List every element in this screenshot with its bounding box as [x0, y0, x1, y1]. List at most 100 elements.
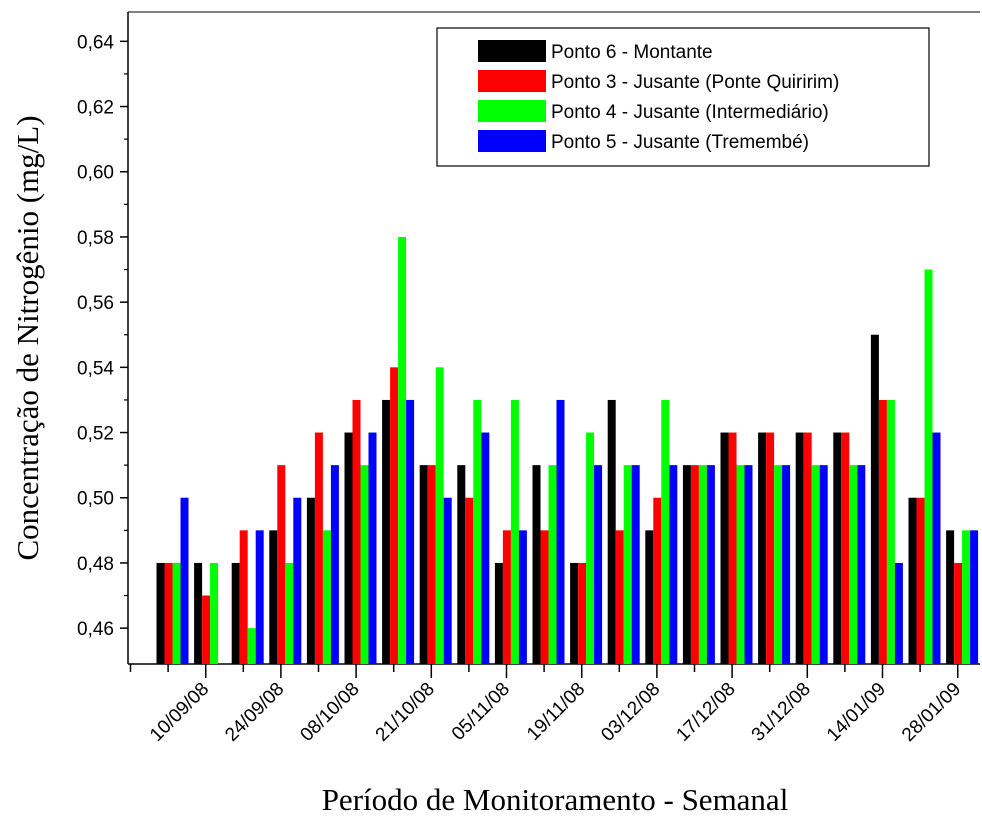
bar [820, 465, 828, 664]
y-tick-label: 0,58 [77, 228, 114, 249]
bar [707, 465, 715, 664]
legend-swatch [478, 130, 546, 152]
legend-swatch [478, 100, 546, 122]
y-tick-label: 0,60 [77, 163, 114, 184]
bar [420, 465, 428, 664]
bar [173, 563, 181, 664]
legend-swatch [478, 70, 546, 92]
bar [240, 530, 248, 664]
bar [879, 400, 887, 664]
bar [691, 465, 699, 664]
bar [519, 530, 527, 664]
y-tick-label: 0,56 [77, 293, 114, 314]
legend: Ponto 6 - Montante Ponto 3 - Jusante (Pon… [437, 28, 929, 166]
bar [933, 433, 941, 664]
bar [436, 367, 444, 664]
bar [345, 433, 353, 664]
bar [390, 367, 398, 664]
bar [586, 433, 594, 664]
bar [353, 400, 361, 664]
bar [406, 400, 414, 664]
x-tick-label: 08/10/08 [296, 679, 363, 746]
bar [804, 433, 812, 664]
bar [181, 498, 189, 664]
bar [608, 400, 616, 664]
bar [841, 433, 849, 664]
bars [157, 237, 979, 664]
bar [248, 628, 256, 664]
bar [549, 465, 557, 664]
y-tick-label: 0,62 [77, 98, 114, 119]
legend-label: Ponto 3 - Jusante (Ponte Quiririm) [551, 72, 839, 93]
bar [632, 465, 640, 664]
x-tick-label: 03/12/08 [597, 679, 664, 746]
y-tick-label: 0,64 [77, 32, 114, 53]
legend-label: Ponto 5 - Jusante (Tremembé) [551, 132, 809, 153]
bar [307, 498, 315, 664]
bar [398, 237, 406, 664]
bar [887, 400, 895, 664]
bar [857, 465, 865, 664]
bar [970, 530, 978, 664]
y-tick-label: 0,48 [77, 554, 114, 575]
x-tick-label: 19/11/08 [523, 679, 589, 745]
bar [277, 465, 285, 664]
y-tick-label: 0,52 [77, 424, 114, 445]
x-tick-label: 21/10/08 [372, 679, 439, 746]
x-axis: 10/09/08 24/09/08 08/10/08 21/10/08 05/11/08… [131, 664, 966, 746]
bar [382, 400, 390, 664]
x-tick-label: 28/01/09 [898, 679, 965, 746]
bar [503, 530, 511, 664]
bar [269, 530, 277, 664]
bar [782, 465, 790, 664]
bar [653, 498, 661, 664]
x-tick-label: 24/09/08 [221, 679, 288, 746]
bar [457, 465, 465, 664]
bar [721, 433, 729, 664]
x-tick-label: 31/12/08 [748, 679, 815, 746]
bar [361, 465, 369, 664]
bar [511, 400, 519, 664]
bar [232, 563, 240, 664]
bar [871, 335, 879, 664]
legend-label: Ponto 4 - Jusante (Intermediário) [551, 102, 829, 123]
y-tick-label: 0,46 [77, 619, 114, 640]
bar [833, 433, 841, 664]
bar [194, 563, 202, 664]
bar [774, 465, 782, 664]
bar [428, 465, 436, 664]
bar [849, 465, 857, 664]
bar [331, 465, 339, 664]
bar [256, 530, 264, 664]
bar [578, 563, 586, 664]
bar [285, 563, 293, 664]
bar [946, 530, 954, 664]
bar [495, 563, 503, 664]
bar [473, 400, 481, 664]
bar [895, 563, 903, 664]
bar [157, 563, 165, 664]
bar [616, 530, 624, 664]
bar [737, 465, 745, 664]
bar [444, 498, 452, 664]
bar [699, 465, 707, 664]
bar [796, 433, 804, 664]
y-tick-label: 0,50 [77, 489, 114, 510]
bar [812, 465, 820, 664]
bar [481, 433, 489, 664]
y-axis-title: Concentração de Nitrogênio (mg/L) [10, 115, 45, 560]
bar [645, 530, 653, 664]
bar [745, 465, 753, 664]
bar [594, 465, 602, 664]
y-tick-label: 0,54 [77, 358, 114, 379]
bar [165, 563, 173, 664]
bar [624, 465, 632, 664]
bar [758, 433, 766, 664]
x-tick-label: 17/12/08 [672, 679, 739, 746]
bar [683, 465, 691, 664]
bar [954, 563, 962, 664]
bar [661, 400, 669, 664]
bar [315, 433, 323, 664]
x-tick-label: 05/11/08 [448, 679, 514, 745]
